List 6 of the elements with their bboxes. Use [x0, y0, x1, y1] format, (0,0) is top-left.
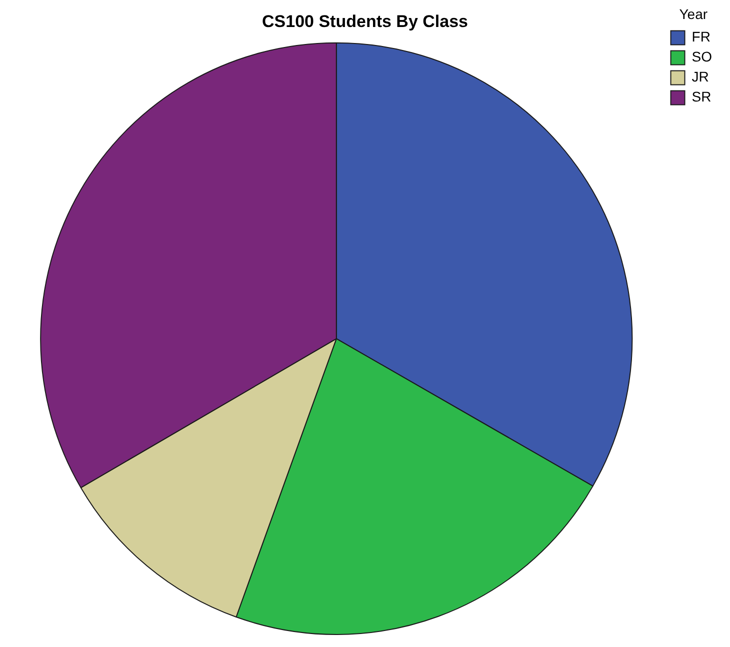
legend-label: SR: [692, 88, 712, 105]
legend-label: JR: [692, 68, 709, 85]
legend-title: Year: [679, 6, 708, 22]
legend-label: SO: [692, 48, 712, 65]
legend-label: FR: [692, 28, 710, 45]
chart-title: CS100 Students By Class: [262, 12, 468, 31]
